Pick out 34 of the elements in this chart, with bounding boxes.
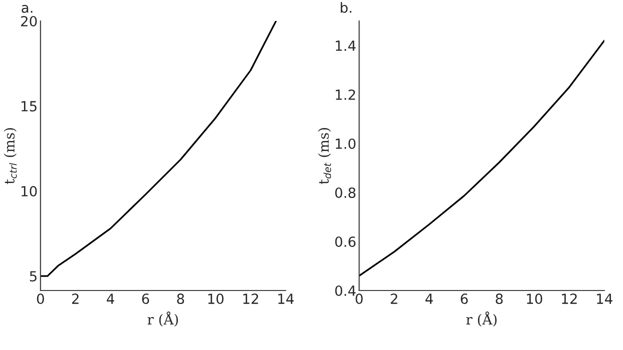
x-tick-label: 4 (425, 294, 433, 304)
x-axis-title: r (Å) (466, 312, 497, 327)
y-tick-label: 10 (22, 186, 37, 197)
x-tick-label: 2 (390, 294, 398, 304)
y-tick-label: 20 (21, 16, 37, 26)
y-tick-label: 1.2 (336, 89, 356, 100)
x-tick-label: 0 (36, 294, 44, 304)
x-tick-label: 8 (496, 294, 503, 304)
x-tick-label: 14 (597, 294, 612, 304)
line-series (359, 40, 604, 277)
y-tick-label: 15 (22, 101, 37, 112)
y-tick-label: 5 (30, 271, 37, 282)
x-tick-label: 10 (208, 294, 224, 304)
x-tick-label: 2 (72, 294, 79, 304)
x-tick-label: 6 (460, 294, 468, 304)
y-axis-title: t$_{ctrl}$ (ms) (4, 128, 17, 184)
chart-title: b. (340, 2, 352, 13)
x-tick-label: 10 (526, 294, 542, 304)
chart-title: a. (22, 4, 32, 13)
x-tick-label: 12 (562, 294, 577, 304)
x-tick-label: 12 (243, 294, 258, 304)
x-tick-label: 4 (106, 294, 114, 304)
x-tick-label: 8 (177, 294, 184, 304)
y-tick-label: 0.8 (335, 187, 356, 198)
y-axis-title: t$_{det}$ (ms) (318, 128, 332, 184)
y-tick-label: 0.6 (335, 236, 356, 247)
y-tick-label: 1.0 (336, 138, 356, 149)
x-axis-title: r (Å) (148, 312, 178, 327)
x-tick-label: 14 (278, 294, 294, 304)
y-tick-label: 0.4 (335, 285, 356, 296)
x-tick-label: 0 (356, 294, 363, 304)
y-tick-label: 1.4 (336, 40, 356, 51)
line-series (40, 21, 277, 277)
x-tick-label: 6 (142, 294, 150, 304)
